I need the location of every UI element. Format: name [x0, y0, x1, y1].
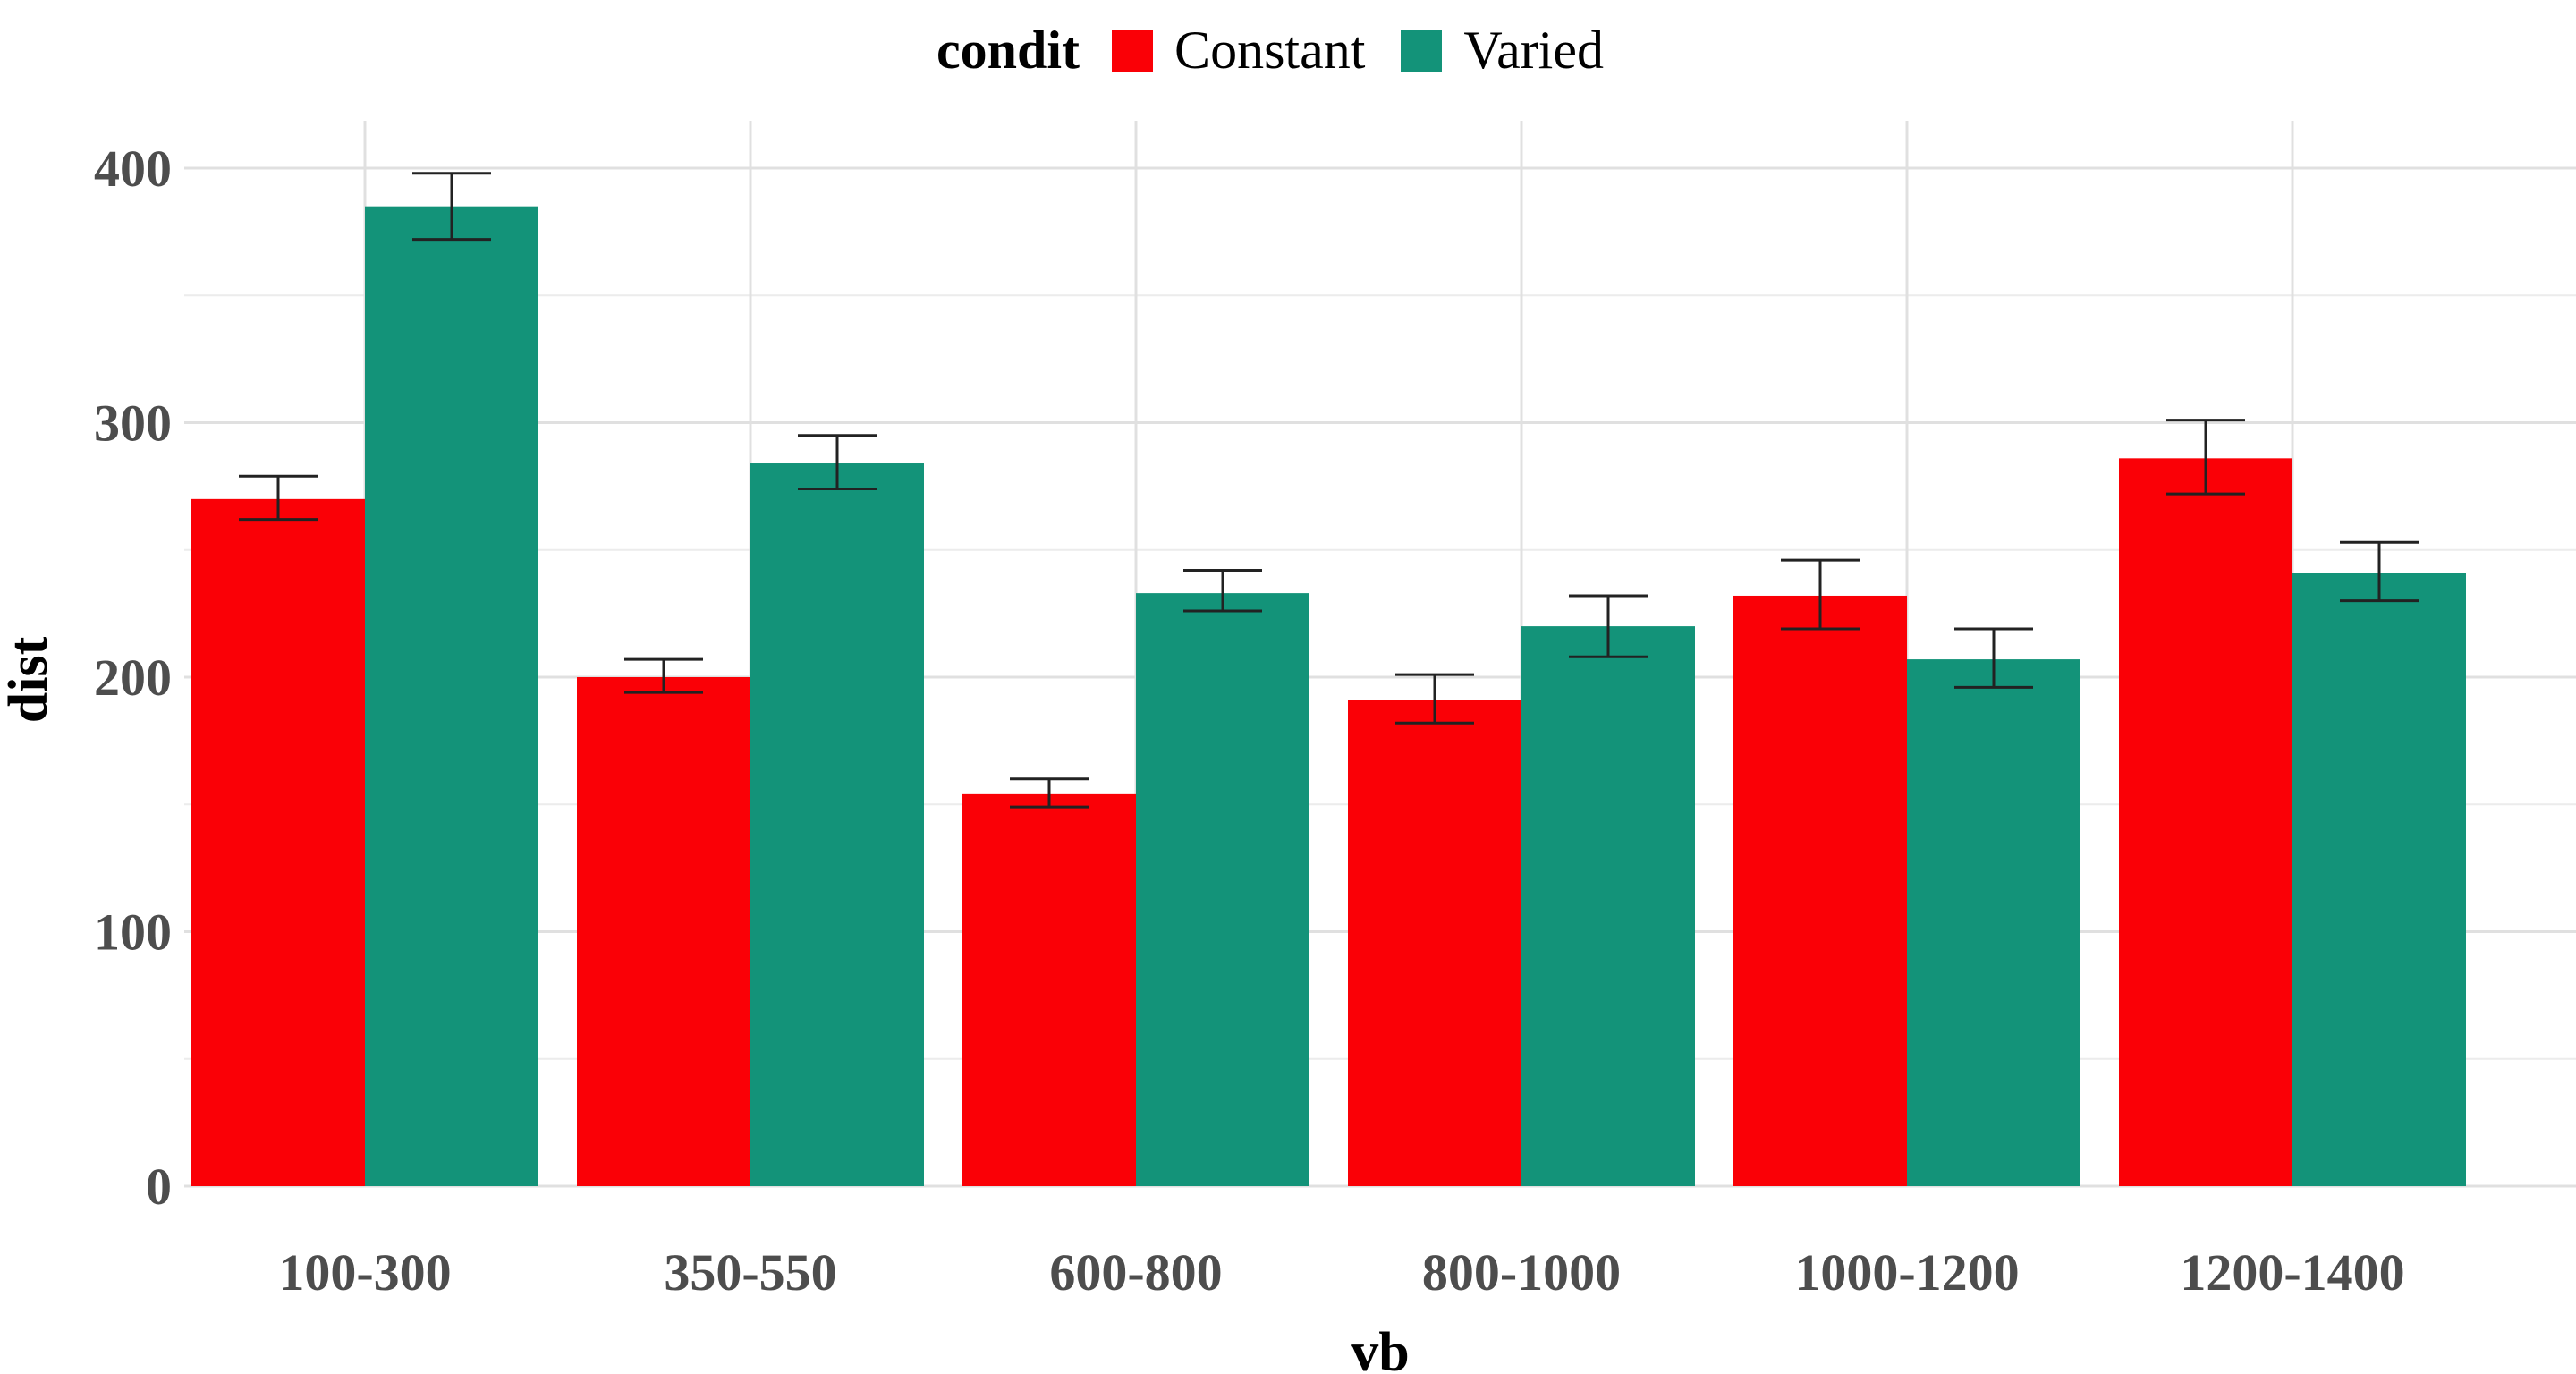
bar-constant-800-1000: [1348, 700, 1521, 1186]
x-axis-label: vb: [1351, 1322, 1409, 1374]
error-bar-constant-1200-1400: [2166, 419, 2245, 496]
error-bar-constant-100-300: [239, 474, 318, 522]
bar-varied-800-1000: [1521, 626, 1695, 1186]
legend-key-varied: [1401, 30, 1443, 72]
legend-title: condit: [936, 21, 1080, 80]
y-tick-label: 100: [94, 903, 172, 962]
y-axis-label: dist: [0, 636, 59, 723]
bar-varied-100-300: [365, 206, 538, 1186]
x-tick-label: 1000-1200: [1794, 1243, 2019, 1302]
x-tick-labels: 100-300 350-550 600-800 800-1000 1000-1200 12…: [278, 1243, 2404, 1302]
x-tick-label: 800-1000: [1422, 1243, 1621, 1302]
legend-label-constant: Constant: [1174, 21, 1366, 80]
bar-varied-600-800: [1136, 593, 1309, 1186]
error-bar-constant-350-550: [624, 657, 703, 694]
bar-constant-350-550: [577, 677, 750, 1186]
y-tick-label: 300: [94, 394, 172, 453]
error-bar-varied-1200-1400: [2340, 540, 2419, 603]
bar-constant-1000-1200: [1733, 595, 1907, 1186]
error-bar-varied-600-800: [1183, 569, 1262, 613]
bar-constant-1200-1400: [2119, 458, 2292, 1186]
y-tick-labels: 0 100 200 300 400: [94, 140, 172, 1216]
error-bar-constant-1000-1200: [1781, 558, 1860, 631]
legend-item-varied: Varied: [1401, 20, 1604, 81]
legend-item-constant: Constant: [1112, 20, 1365, 81]
y-tick-label: 400: [94, 140, 172, 198]
error-bar-varied-100-300: [412, 172, 491, 242]
bar-varied-1000-1200: [1907, 659, 2080, 1186]
x-tick-label: 1200-1400: [2180, 1243, 2404, 1302]
error-bar-constant-600-800: [1010, 777, 1089, 809]
legend-label-varied: Varied: [1463, 21, 1604, 80]
error-bars: [239, 172, 2419, 809]
error-bar-varied-1000-1200: [1954, 627, 2033, 689]
legend: condit Constant Varied: [0, 20, 2576, 81]
error-bar-constant-800-1000: [1395, 673, 1474, 725]
x-tick-label: 350-550: [664, 1243, 836, 1302]
x-tick-label: 600-800: [1049, 1243, 1222, 1302]
legend-key-constant: [1112, 30, 1154, 72]
y-tick-label: 0: [146, 1158, 172, 1216]
y-tick-label: 200: [94, 649, 172, 707]
x-tick-label: 100-300: [278, 1243, 451, 1302]
error-bar-varied-800-1000: [1569, 594, 1648, 658]
bar-varied-350-550: [750, 463, 924, 1186]
bars: [191, 206, 2466, 1186]
bar-constant-600-800: [962, 793, 1136, 1186]
error-bar-varied-350-550: [798, 434, 877, 490]
bar-varied-1200-1400: [2292, 572, 2466, 1186]
bar-constant-100-300: [191, 498, 365, 1186]
